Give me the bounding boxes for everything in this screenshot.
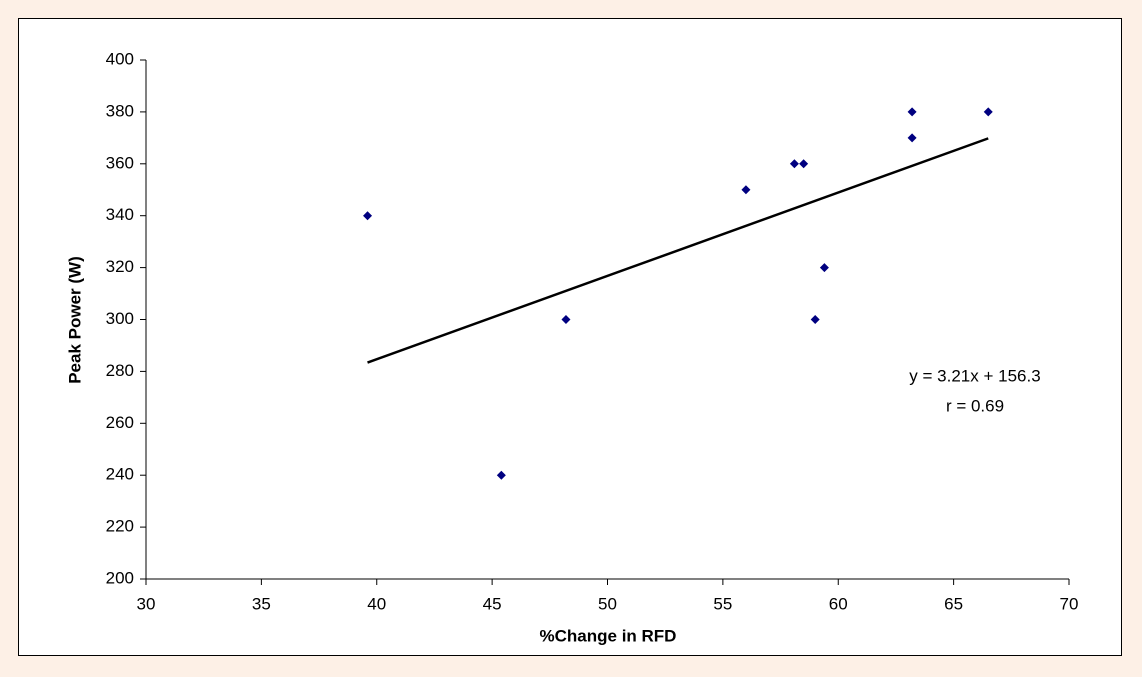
y-tick-label: 260 bbox=[106, 413, 134, 432]
point bbox=[799, 159, 809, 169]
y-tick-label: 220 bbox=[106, 517, 134, 536]
point bbox=[496, 470, 506, 480]
x-tick-label: 60 bbox=[829, 594, 848, 613]
x-axis-title: %Change in RFD bbox=[540, 626, 677, 645]
x-tick-label: 35 bbox=[252, 594, 271, 613]
point bbox=[561, 315, 571, 324]
x-tick-label: 30 bbox=[137, 594, 156, 613]
point bbox=[983, 107, 993, 117]
x-tick-label: 40 bbox=[367, 594, 386, 613]
y-axis-title: Peak Power (W) bbox=[65, 256, 84, 384]
y-tick-label: 360 bbox=[106, 153, 134, 172]
y-tick-label: 240 bbox=[106, 465, 134, 484]
y-tick-label: 400 bbox=[106, 49, 134, 68]
y-tick-label: 340 bbox=[106, 205, 134, 224]
point bbox=[907, 133, 917, 143]
y-tick-label: 320 bbox=[106, 257, 134, 276]
x-tick-label: 55 bbox=[713, 594, 732, 613]
y-tick-label: 280 bbox=[106, 361, 134, 380]
point bbox=[363, 211, 373, 221]
x-tick-label: 65 bbox=[944, 594, 963, 613]
annotation: y = 3.21x + 156.3 bbox=[909, 366, 1040, 385]
point bbox=[741, 185, 751, 195]
point bbox=[819, 263, 829, 273]
x-tick-label: 70 bbox=[1060, 594, 1079, 613]
point bbox=[907, 107, 917, 117]
y-tick-label: 200 bbox=[106, 568, 134, 587]
x-tick-label: 45 bbox=[483, 594, 502, 613]
trendline bbox=[367, 137, 989, 364]
x-tick-label: 50 bbox=[598, 594, 617, 613]
point bbox=[810, 315, 820, 324]
y-tick-label: 380 bbox=[106, 101, 134, 120]
chart-frame bbox=[18, 18, 1122, 656]
point bbox=[789, 159, 799, 169]
y-tick-label: 300 bbox=[106, 309, 134, 328]
annotation: r = 0.69 bbox=[946, 396, 1004, 415]
